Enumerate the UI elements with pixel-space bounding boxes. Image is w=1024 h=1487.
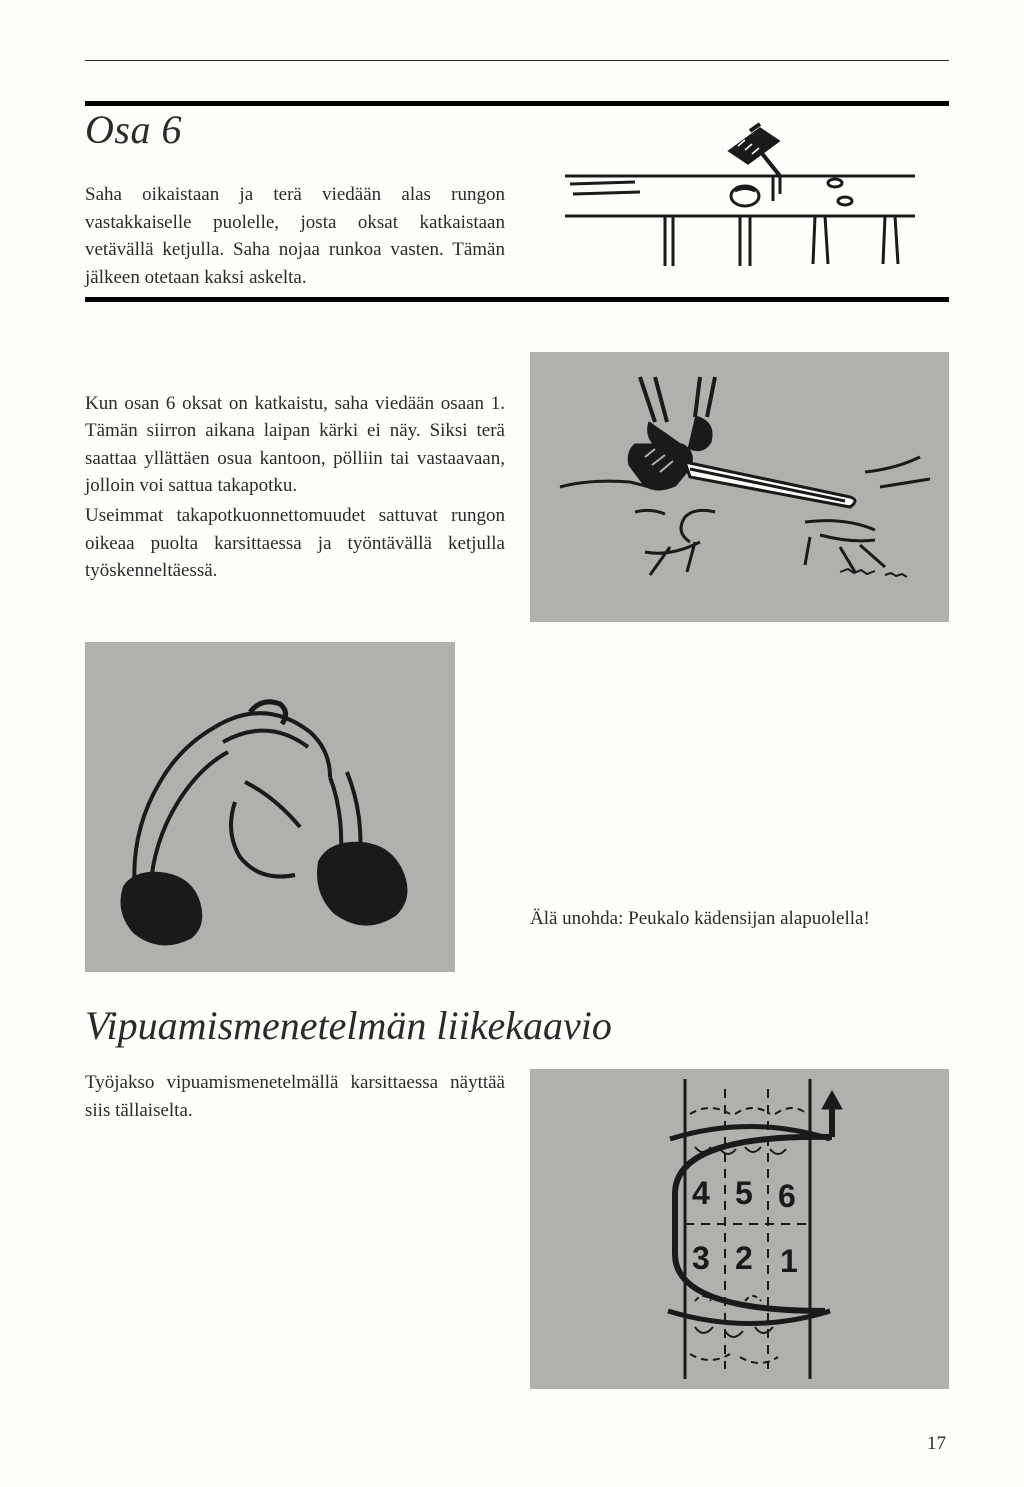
page-number: 17 [927, 1433, 946, 1455]
section4-title: Vipuamismenetelmän liikekaavio [85, 1002, 949, 1049]
illustration-kickback [530, 352, 949, 622]
section-movement-diagram: Työjakso vipuamismenetelmällä karsittaes… [85, 1069, 949, 1389]
diagram-num-3: 3 [692, 1240, 710, 1276]
diagram-num-6: 6 [778, 1178, 796, 1214]
diagram-num-4: 4 [692, 1175, 710, 1211]
section-kickback: Kun osan 6 oksat on katkaistu, saha vied… [85, 352, 949, 622]
thick-rule-bottom [85, 297, 949, 302]
section-title: Osa 6 [85, 106, 505, 153]
section1-paragraph: Saha oikaistaan ja terä viedään alas run… [85, 181, 505, 291]
illustration-log-saw [530, 106, 949, 286]
diagram-num-5: 5 [735, 1175, 753, 1211]
illustration-movement-diagram: 4 5 6 3 2 1 [530, 1069, 949, 1389]
section4-paragraph: Työjakso vipuamismenetelmällä karsittaes… [85, 1069, 505, 1124]
section-osa-6: Osa 6 Saha oikaistaan ja terä viedään al… [85, 106, 949, 291]
diagram-num-2: 2 [735, 1240, 753, 1276]
section-thumb-reminder: Älä unohda: Peukalo kädensijan alapuolel… [85, 642, 949, 972]
section2-paragraph1: Kun osan 6 oksat on katkaistu, saha vied… [85, 390, 505, 500]
top-hairline-rule [85, 60, 949, 61]
illustration-thumb-grip [85, 642, 455, 972]
thumb-caption: Älä unohda: Peukalo kädensijan alapuolel… [530, 905, 949, 933]
diagram-num-1: 1 [780, 1243, 798, 1279]
section2-paragraph2: Useimmat takapotkuonnettomuudet sattuvat… [85, 502, 505, 585]
